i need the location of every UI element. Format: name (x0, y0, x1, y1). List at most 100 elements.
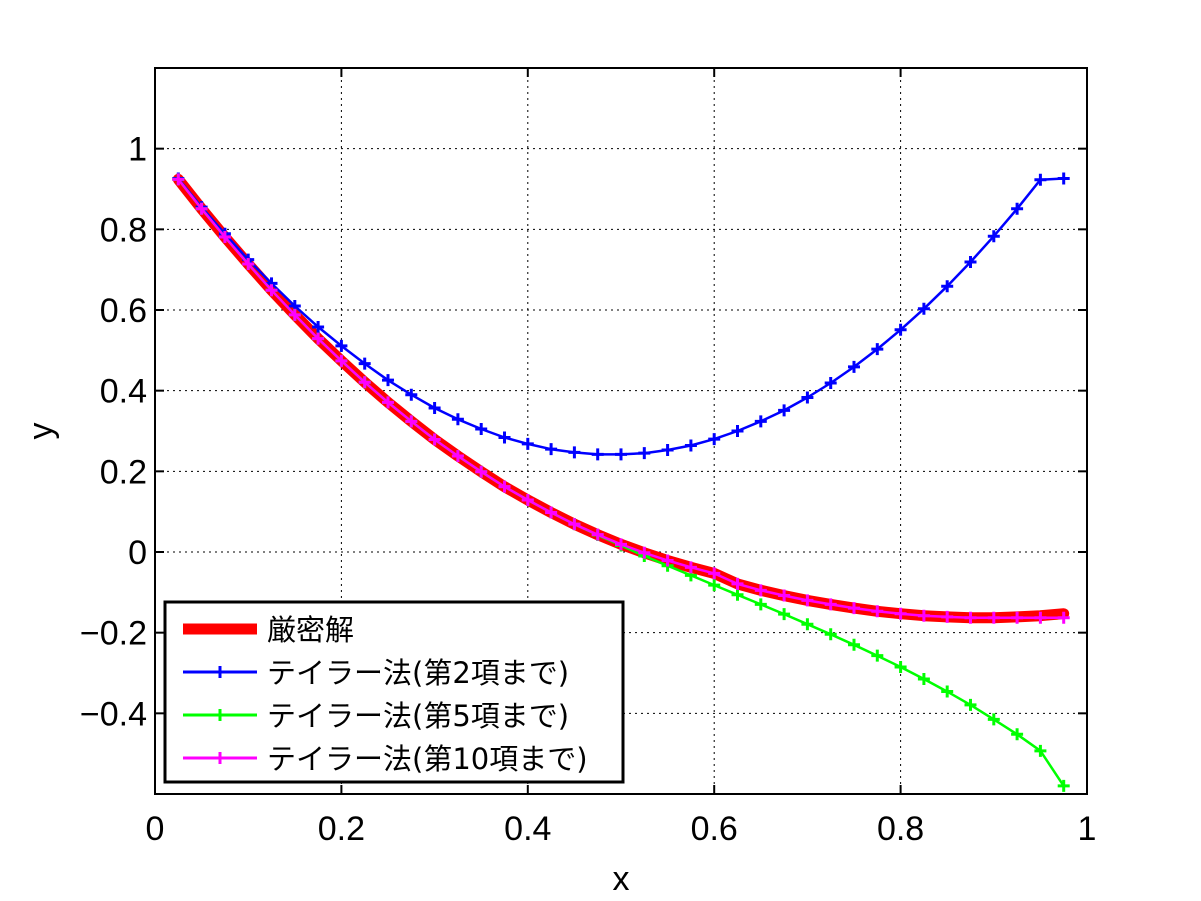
data-point-marker (195, 202, 208, 215)
data-point-marker (405, 388, 418, 401)
data-point-marker (545, 443, 558, 456)
data-point-marker (778, 404, 791, 417)
data-point-marker (451, 450, 464, 463)
x-tick-label: 0 (146, 810, 165, 848)
data-point-marker (917, 302, 930, 315)
data-point-marker (731, 425, 744, 437)
legend-marker (214, 752, 226, 764)
data-point-marker (428, 433, 441, 446)
data-point-marker (521, 493, 534, 506)
legend-label: テイラー法(第5項まで) (267, 699, 569, 733)
data-point-marker (288, 308, 301, 321)
grid-lines (155, 68, 1087, 794)
data-point-marker (964, 256, 977, 269)
data-point-marker (451, 413, 464, 426)
data-point-marker (661, 554, 674, 567)
x-tick-label: 1 (1078, 810, 1097, 848)
data-point-marker (824, 628, 837, 641)
data-point-marker (848, 602, 860, 615)
legend-marker (214, 666, 226, 678)
data-point-marker (661, 443, 674, 456)
data-point-marker (1011, 611, 1024, 624)
data-point-marker (778, 608, 791, 621)
data-point-marker (498, 431, 511, 444)
data-point-marker (848, 638, 860, 651)
series-layer (172, 172, 1070, 792)
data-point-marker (848, 360, 860, 373)
data-point-marker (242, 258, 255, 271)
data-point-marker (684, 439, 697, 452)
data-point-marker (964, 698, 977, 711)
data-point-marker (591, 448, 604, 461)
data-point-marker (801, 594, 814, 607)
data-point-marker (894, 607, 907, 620)
data-point-marker (894, 660, 907, 673)
data-point-marker (615, 538, 627, 551)
data-point-marker (917, 673, 930, 686)
data-point-marker (1034, 744, 1047, 757)
data-point-marker (382, 374, 394, 387)
data-point-marker (1011, 202, 1024, 215)
data-point-marker (708, 567, 721, 580)
data-point-marker (498, 480, 511, 493)
data-point-marker (638, 546, 651, 559)
data-point-marker (1057, 779, 1070, 792)
data-point-marker (917, 609, 930, 622)
data-point-marker (358, 357, 371, 370)
data-point-marker (708, 579, 721, 592)
data-point-marker (754, 584, 767, 597)
data-point-marker (475, 465, 488, 478)
data-point-marker (941, 610, 954, 623)
y-tick-label: 0.4 (100, 373, 147, 411)
data-point-marker (871, 605, 884, 618)
data-point-marker (475, 422, 488, 435)
data-point-marker (428, 402, 441, 415)
data-point-marker (335, 354, 348, 367)
y-tick-label: 0.8 (100, 211, 147, 249)
data-point-marker (521, 437, 534, 450)
x-tick-label: 0.8 (877, 810, 924, 848)
x-tick-label: 0.4 (504, 810, 551, 848)
data-point-marker (568, 446, 581, 459)
data-point-marker (778, 589, 791, 602)
data-point-marker (731, 577, 744, 590)
data-point-marker (358, 376, 371, 389)
y-tick-label: 0.6 (100, 292, 147, 330)
axis-ticks (154, 68, 1088, 794)
y-tick-label: 0.2 (100, 453, 147, 491)
data-point-marker (801, 618, 814, 631)
data-point-marker (382, 396, 394, 409)
y-tick-label: −0.4 (80, 695, 147, 733)
x-tick-label: 0.2 (318, 810, 365, 848)
data-point-marker (941, 685, 954, 698)
data-point-marker (871, 343, 884, 356)
data-point-marker (1057, 172, 1070, 185)
data-point-marker (1057, 611, 1070, 624)
data-point-marker (824, 598, 837, 611)
data-point-marker (1034, 173, 1047, 186)
data-point-marker (218, 230, 231, 243)
data-point-marker (312, 332, 325, 345)
data-point-marker (172, 173, 185, 186)
data-point-marker (987, 713, 1000, 726)
data-point-marker (591, 528, 604, 541)
y-axis-label: y (22, 423, 60, 440)
data-point-marker (405, 415, 418, 428)
data-point-marker (871, 649, 884, 662)
data-point-marker (754, 598, 767, 611)
legend-label: テイラー法(第10項まで) (267, 742, 588, 776)
plot-frame (154, 67, 1088, 795)
data-point-marker (265, 284, 278, 297)
x-axis-label: x (613, 860, 630, 898)
data-point-marker (1034, 611, 1047, 624)
data-point-marker (754, 415, 767, 428)
data-point-marker (615, 448, 627, 461)
y-tick-label: 0 (128, 534, 147, 572)
data-point-marker (731, 588, 744, 601)
series-3 (172, 173, 1070, 624)
data-point-marker (941, 280, 954, 293)
data-point-marker (964, 611, 977, 624)
data-point-marker (987, 230, 1000, 243)
